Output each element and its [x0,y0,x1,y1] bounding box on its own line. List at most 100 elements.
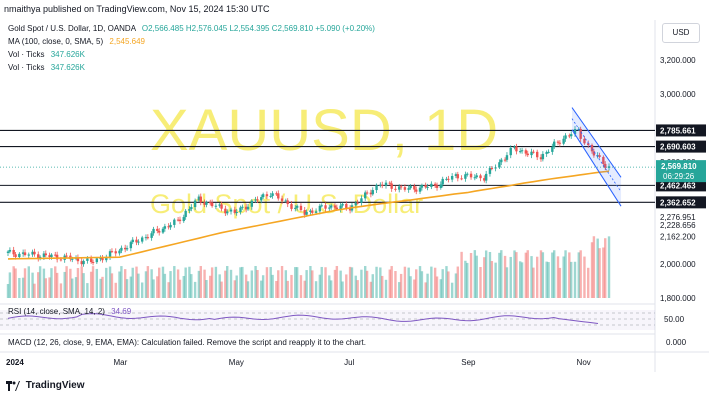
vol-label-1[interactable]: Vol · Ticks [8,50,45,59]
volume-bar [99,278,102,298]
candle-body [209,202,212,204]
candle-body [59,259,63,261]
candle-body [27,254,30,256]
ma-legend[interactable]: MA (100, close, 0, SMA, 5) 2,545.649 [8,37,145,46]
volume-bar [65,266,68,298]
volume-bar [50,268,53,298]
level-tag-0[interactable] [656,124,706,137]
price-tick-2: 2,276.951 [660,213,696,222]
candle-body [129,242,133,249]
volume-bar [80,266,83,298]
candle-body [99,258,102,260]
candle-body [158,230,161,233]
currency-selector[interactable]: USD [662,23,700,43]
candle-body [409,185,412,189]
level-tag-1[interactable] [656,140,706,153]
tradingview-logo-icon [6,380,20,391]
candle-body [299,205,303,211]
candle-body [224,208,227,214]
time-tick-sep: Sep [461,358,476,367]
level-tag-3[interactable] [656,196,706,209]
time-tick-may: May [229,358,244,367]
vol-label-2[interactable]: Vol · Ticks [8,63,45,72]
candle-body [197,196,201,201]
volume-bar [498,252,501,298]
descending-channel[interactable] [571,107,622,207]
channel-lower-line[interactable] [571,129,622,207]
volume-bar [503,255,507,298]
time-tick-nov: Nov [577,358,591,367]
symbol-name[interactable]: Gold Spot / U.S. Dollar, 1D, OANDA [8,24,136,33]
ma-label[interactable]: MA (100, close, 0, SMA, 5) [8,37,104,46]
volume-bar [318,274,322,298]
level-tag-2[interactable] [656,179,706,192]
volume-bar [250,270,254,298]
volume-bar [220,281,223,298]
candle-body [260,197,263,201]
candle-body [31,251,34,255]
candle-body [505,155,509,160]
candle-body [275,193,278,195]
volume-bar [158,267,161,298]
volume-bar [547,262,550,298]
macd-message[interactable]: MACD (12, 26, close, 9, EMA, EMA): Calcu… [8,338,366,347]
tradingview-footer[interactable]: TradingView [6,380,85,391]
candle-body [415,189,418,192]
candle-body [420,185,424,188]
channel-mid-line [571,118,622,192]
volume-bar [55,272,59,298]
candle-body [265,194,269,197]
candle-body [541,153,545,160]
volume-bar [214,266,218,298]
candle-body [294,207,297,209]
volume-bar [218,274,221,298]
candle-body [108,251,112,257]
volume-bar [161,266,165,298]
channel-upper-line[interactable] [571,107,622,178]
vol-legend-1[interactable]: Vol · Ticks 347.626K [8,50,85,59]
candle-body [573,129,577,135]
candle-body [214,205,218,207]
price-tick-1: 3,000.000 [660,90,696,99]
candle-body [371,190,374,195]
time-tick-mar: Mar [114,358,128,367]
candle-body [277,193,280,199]
volume-bar [447,271,450,298]
volume-bar [226,266,229,298]
horizontal-levels [0,129,655,203]
candle-body [602,156,605,164]
volume-bar [530,256,533,298]
volume-bar [513,250,516,298]
channel-fill [572,107,622,207]
volume-bar [570,261,573,298]
candle-body [44,253,47,256]
rsi-label[interactable]: RSI (14, close, SMA, 14, 2) [8,307,105,316]
volume-bar [199,266,202,298]
volume-bar [335,266,339,298]
candle-body [488,168,492,174]
candle-body [590,144,594,152]
candle-body [545,152,548,154]
volume-bar [520,262,524,298]
candle-body [320,205,323,207]
candle-body [303,210,306,215]
symbol-legend[interactable]: Gold Spot / U.S. Dollar, 1D, OANDA O2,56… [8,24,375,33]
publisher-header: nmaithya published on TradingView.com, N… [4,4,270,14]
volume-bar [246,281,250,298]
rsi-legend[interactable]: RSI (14, close, SMA, 14, 2) 34.69 [8,307,131,316]
candle-body [515,146,518,152]
candle-body [71,258,74,260]
volume-bar [564,250,567,298]
volume-bar [341,281,344,298]
candle-body [441,178,444,185]
candle-body [456,174,460,179]
candle-body [218,204,221,206]
volume-bar [205,280,208,298]
candle-body [169,224,172,228]
candles [6,126,611,267]
volume-bar [254,266,257,298]
macd-legend[interactable]: MACD (12, 26, close, 9, EMA, EMA): Calcu… [8,338,366,347]
vol-legend-2[interactable]: Vol · Ticks 347.626K [8,63,85,72]
volume-bar [193,281,197,298]
